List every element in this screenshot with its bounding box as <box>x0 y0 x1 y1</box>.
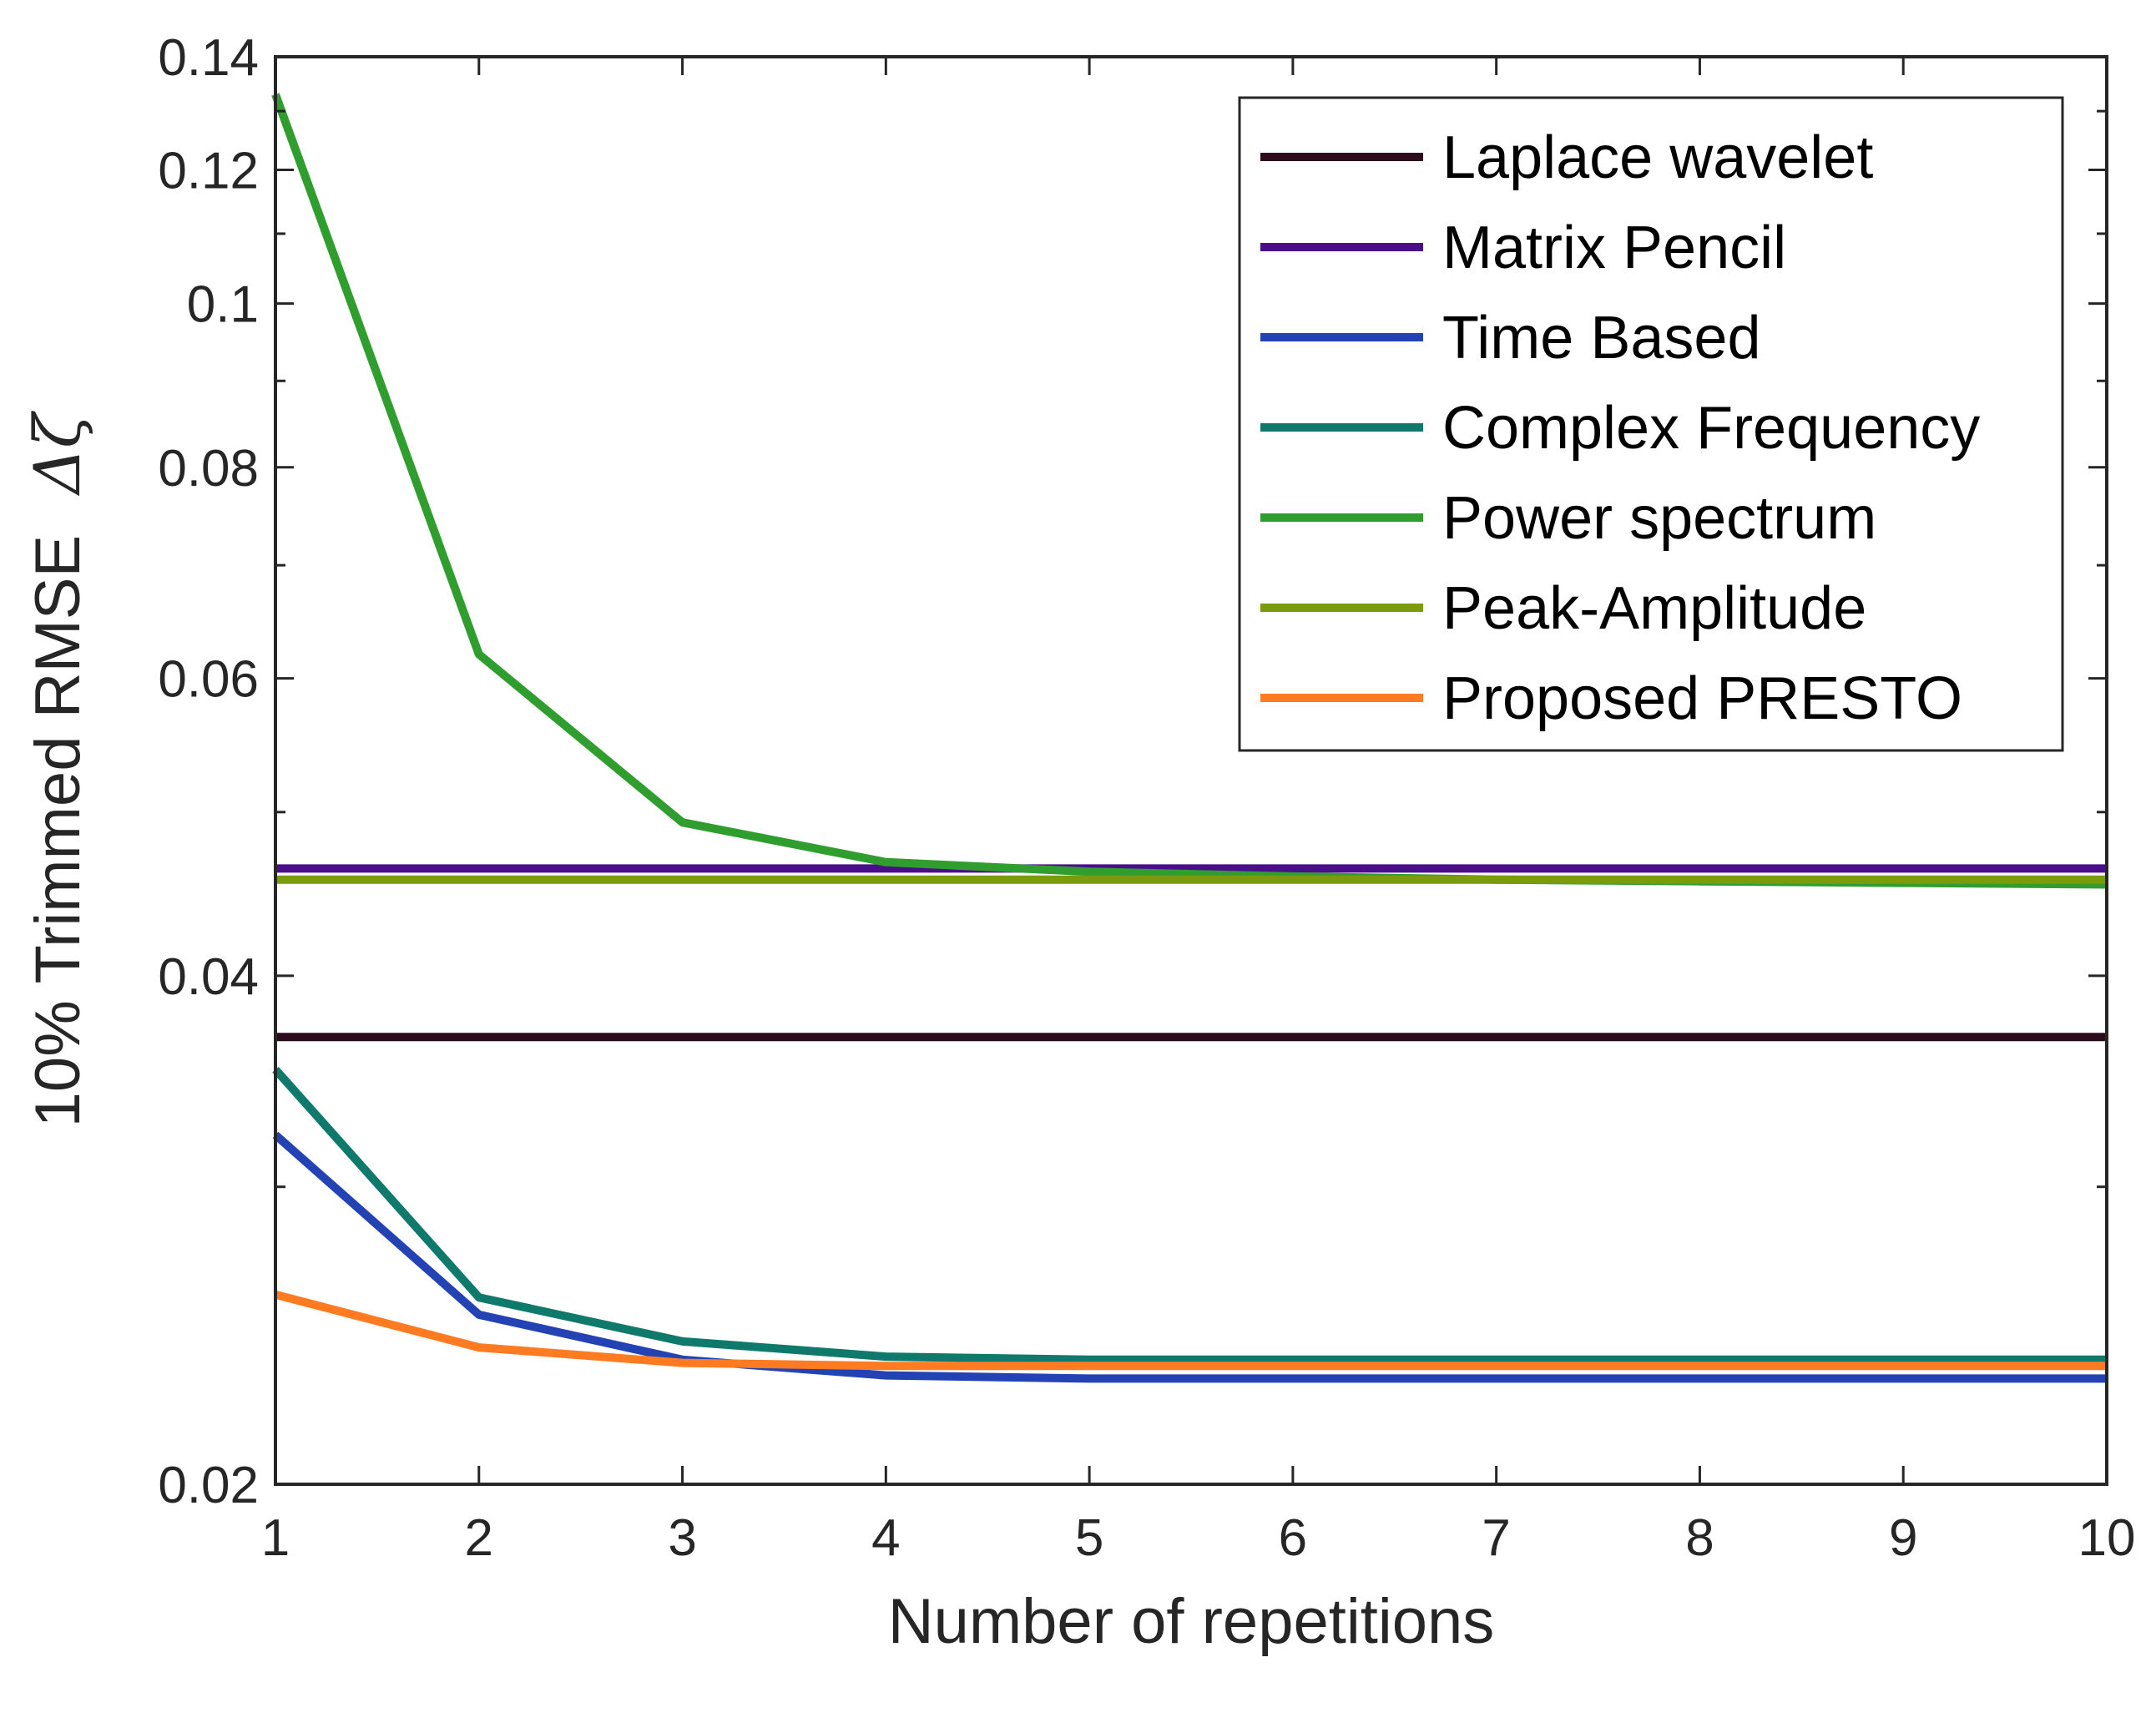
series-line-2 <box>272 1131 2107 1383</box>
series-layer <box>271 93 2108 1383</box>
x-tick-label: 8 <box>1685 1509 1714 1567</box>
y-tick-label: 0.06 <box>158 651 259 709</box>
x-axis-title: Number of repetitions <box>888 1586 1495 1657</box>
x-tick-label: 6 <box>1279 1509 1307 1567</box>
y-axis-title: 10% Trimmed RMSE Δζ <box>20 411 94 1128</box>
x-tick-label: 1 <box>261 1509 290 1567</box>
y-tick-label: 0.1 <box>187 276 259 334</box>
x-tick-label: 4 <box>871 1509 900 1567</box>
x-tick-label: 2 <box>465 1509 493 1567</box>
legend-label-0: Laplace wavelet <box>1442 124 1873 191</box>
y-tick-label: 0.14 <box>158 29 259 87</box>
legend: Laplace wavelet Matrix Pencil Time Based Co… <box>1238 96 2064 752</box>
y-tick-label: 0.04 <box>158 948 259 1006</box>
y-tick-label: 0.12 <box>158 142 259 200</box>
y-axis-title-symbol: Δζ <box>20 411 94 497</box>
tick-labels-layer: 1 2 3 4 5 6 7 8 9 10 0.02 0.04 0.06 0.08 0.1 0.12 0.14 <box>158 29 2135 1567</box>
plot-frame <box>274 55 2108 1486</box>
x-tick-label: 9 <box>1889 1509 1917 1567</box>
y-axis-title-text: 10% Trimmed RMSE Δζ <box>20 411 94 1128</box>
x-tick-label: 3 <box>668 1509 696 1567</box>
x-tick-label: 10 <box>2078 1509 2136 1567</box>
legend-label-3: Complex Frequency <box>1442 395 1980 462</box>
legend-label-1: Matrix Pencil <box>1442 215 1786 281</box>
y-tick-label: 0.02 <box>158 1457 259 1514</box>
legend-items: Laplace wavelet Matrix Pencil Time Based Co… <box>1260 124 1980 732</box>
x-tick-label: 7 <box>1482 1509 1510 1567</box>
x-tick-label: 5 <box>1075 1509 1103 1567</box>
legend-label-5: Peak-Amplitude <box>1442 575 1866 642</box>
series-line-6 <box>274 1290 2107 1371</box>
y-tick-label: 0.08 <box>158 440 259 498</box>
legend-label-2: Time Based <box>1442 305 1760 371</box>
legend-label-6: Proposed PRESTO <box>1442 665 1962 732</box>
y-axis-title-label: 10% Trimmed RMSE <box>23 535 93 1128</box>
legend-label-4: Power spectrum <box>1442 485 1876 552</box>
series-line-3 <box>272 1066 2107 1364</box>
